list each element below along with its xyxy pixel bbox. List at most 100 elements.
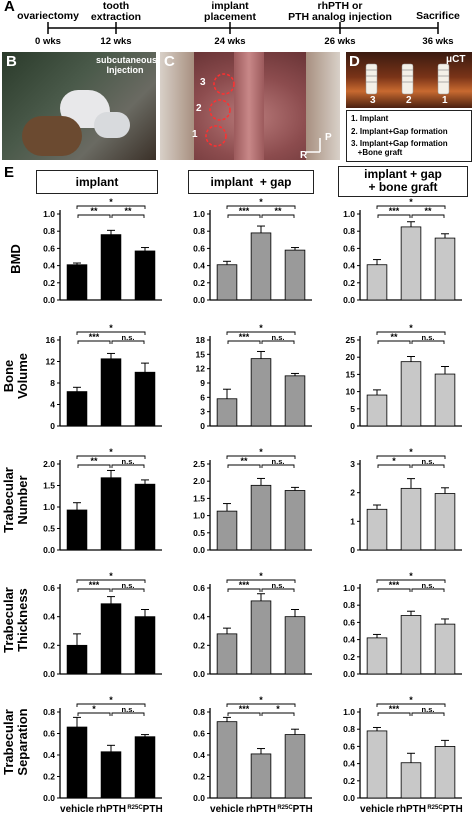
y-tick-label: 20 (346, 352, 356, 362)
bar (216, 510, 238, 551)
y-tick-label: 5 (350, 404, 355, 414)
sig-bracket-right (411, 588, 445, 592)
significance-label: n.s. (122, 333, 135, 342)
significance-label: *** (389, 704, 400, 714)
sig-bracket-left (377, 214, 411, 218)
x-category-label: vehicle (60, 804, 94, 815)
legend-d-item-2: 2. Implant+Gap formation (351, 127, 448, 136)
bar (400, 361, 422, 427)
sig-bracket-right (261, 340, 295, 344)
timeline-event-label: ovariectomy (17, 10, 79, 22)
y-tick-label: 16 (46, 335, 56, 345)
bar (400, 615, 422, 675)
bar (66, 391, 88, 427)
bar (134, 616, 156, 675)
bar-chart: 0.00.20.40.60.81.0**** ** (343, 197, 462, 305)
y-tick-label: 0.8 (193, 226, 205, 236)
significance-label: n.s. (122, 705, 135, 714)
injection-caption: subcutaneous Injection (96, 55, 158, 75)
y-tick-label: 0 (350, 421, 355, 431)
significance-label: n.s. (272, 457, 285, 466)
bar (284, 616, 306, 675)
significance-label: * (109, 695, 113, 705)
y-tick-label: 0.0 (43, 295, 55, 305)
y-tick-label: 18 (196, 335, 206, 345)
timeline-event-label: Sacrifice (416, 10, 460, 22)
bar-chart: 0.00.20.40.60.81.0**** n.s. (343, 571, 462, 679)
bar-chart: 0.00.20.40.60.81.0*** ** (43, 197, 162, 305)
y-tick-label: 15 (346, 369, 356, 379)
microct-label: μCT (446, 54, 466, 65)
sig-bracket-left (227, 340, 261, 344)
y-tick-label: 0.2 (193, 278, 205, 288)
y-tick-label: 2.5 (193, 459, 205, 469)
legend-d: 1. Implant 2. Implant+Gap formation 3. I… (346, 110, 472, 162)
significance-label: * (409, 197, 413, 207)
y-tick-label: 0.8 (343, 600, 355, 610)
y-tick-label: 0.4 (343, 759, 355, 769)
panel-letter-b: B (6, 53, 17, 70)
timeline-week-label: 24 wks (214, 36, 246, 47)
x-category-label: R25CPTH (277, 804, 312, 815)
bar-chart: 0 1 2 3 * * n.s. (350, 447, 462, 555)
bar (434, 373, 456, 427)
bar (100, 234, 122, 301)
sig-bracket-outer (376, 455, 446, 459)
sig-bracket-left (227, 712, 261, 716)
timeline-week-label: 12 wks (100, 36, 132, 47)
site-number-3: 3 (200, 77, 206, 88)
bar (400, 226, 422, 301)
significance-label: n.s. (422, 457, 435, 466)
y-tick-label: 6 (200, 392, 205, 402)
y-tick-label: 0.6 (193, 243, 205, 253)
x-category-label: rhPTH (96, 804, 126, 815)
y-tick-label: 0.4 (43, 612, 55, 622)
bar-chart: 0.00.51.01.52.0*** n.s. (43, 447, 162, 555)
sig-bracket-left (77, 464, 111, 468)
bar (66, 726, 88, 799)
bar-chart: 0.00.20.40.6**** n.s. (193, 571, 312, 679)
significance-label: *** (239, 332, 250, 342)
x-category-label: R25CPTH (427, 804, 462, 815)
bar (134, 371, 156, 427)
y-tick-label: 1.0 (43, 209, 55, 219)
sig-bracket-left (77, 340, 111, 344)
bar (250, 484, 272, 551)
y-tick-label: 0.0 (193, 545, 205, 555)
y-tick-label: 0.4 (43, 750, 55, 760)
bar (134, 483, 156, 551)
y-tick-label: 0.6 (343, 617, 355, 627)
second-glove (94, 112, 130, 138)
significance-label: *** (389, 580, 400, 590)
column-header-graft: implant + gap + bone graft (338, 166, 468, 197)
significance-label: ** (424, 206, 432, 216)
sig-bracket-outer (76, 579, 146, 583)
x-category-label: vehicle (360, 804, 394, 815)
y-tick-label: 0.5 (43, 524, 55, 534)
significance-label: * (109, 197, 113, 207)
significance-label: *** (89, 332, 100, 342)
y-tick-label: 4 (50, 400, 55, 410)
sig-bracket-right (411, 712, 445, 716)
significance-label: *** (239, 704, 250, 714)
bar (66, 509, 88, 551)
y-tick-label: 1.0 (193, 511, 205, 521)
bar (400, 487, 422, 551)
timeline-event-label: rhPTH or PTH analog injection (288, 0, 392, 23)
bar (366, 730, 388, 799)
y-tick-label: 0.2 (193, 772, 205, 782)
y-tick-label: 2.0 (43, 459, 55, 469)
sig-bracket-right (111, 712, 145, 716)
significance-label: ** (240, 456, 248, 466)
significance-label: n.s. (272, 333, 285, 342)
panel-letter-c: C (164, 53, 175, 70)
sig-bracket-right (111, 464, 145, 468)
y-tick-label: 12 (46, 357, 56, 367)
y-tick-label: 2.0 (193, 476, 205, 486)
sig-bracket-left (377, 464, 411, 468)
sig-bracket-left (77, 712, 111, 716)
y-tick-label: 0.4 (193, 261, 205, 271)
significance-label: * (109, 571, 113, 581)
sig-bracket-right (411, 214, 445, 218)
